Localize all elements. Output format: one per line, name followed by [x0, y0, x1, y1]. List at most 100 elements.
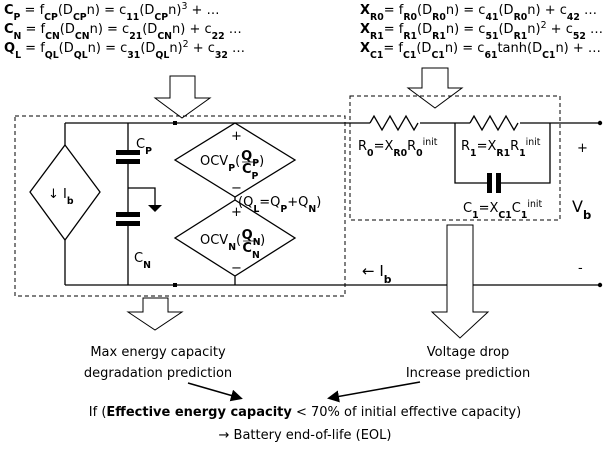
text-run: 32 — [215, 50, 228, 61]
text-run: P — [251, 171, 258, 182]
resistor — [469, 114, 519, 132]
text-run: init — [423, 137, 438, 148]
text-run: 2 — [183, 39, 189, 50]
text-run: … — [586, 22, 603, 37]
wire — [454, 123, 551, 184]
text-run: C — [136, 137, 145, 152]
text-run: R — [407, 139, 416, 154]
text-run: C1 — [431, 50, 444, 61]
text-run: (D — [139, 3, 154, 18]
text-run: b — [67, 196, 74, 207]
text-run: N — [252, 250, 260, 261]
text-run: 0 — [367, 148, 374, 159]
text-run: n) — [169, 41, 182, 56]
text-run: R0 — [393, 148, 407, 159]
text-run: V — [572, 197, 583, 216]
text-run: b — [384, 273, 392, 286]
arrow — [126, 297, 184, 331]
text-run: 1 — [472, 210, 479, 221]
text-run: C — [242, 241, 252, 256]
equation: CP = fCP(DCPn) = c11(DCPn)3 + … — [4, 1, 220, 23]
text-run: P — [228, 163, 235, 174]
text-run: P — [280, 204, 287, 215]
text-run: n) — [527, 22, 540, 37]
text-run: (D — [417, 3, 432, 18]
text-run: (D — [498, 3, 513, 18]
ground — [148, 205, 162, 212]
text-run: P — [14, 12, 21, 23]
label: + — [577, 141, 588, 156]
label: C1=XC1C1init — [463, 199, 542, 221]
denominator: CN — [242, 241, 259, 261]
text-run: (Q — [238, 195, 253, 210]
ocv-text: ) — [259, 154, 264, 169]
text-run: 42 — [567, 12, 580, 23]
denominator: CP — [242, 162, 259, 182]
text-run: C1 — [542, 50, 555, 61]
text-run: C — [134, 251, 143, 266]
text-run: CN — [45, 31, 60, 42]
capacitor-plate — [116, 221, 140, 226]
arrow — [187, 382, 243, 402]
text-run: Q — [242, 228, 253, 243]
text-run: CP — [154, 12, 168, 23]
current-source — [29, 143, 101, 242]
text-run: Q — [4, 41, 15, 56]
equation: CN = fCN(DCNn) = c21(DCNn) + c22 … — [4, 22, 242, 42]
capacitor-plate — [116, 150, 140, 155]
text-run: (D — [416, 41, 431, 56]
ocv-text: OCVN( — [200, 233, 241, 253]
text-run: n) = c — [90, 22, 130, 37]
equation: XR1= fR1(DR1n) = c51(DR1n)2 + c52 … — [360, 20, 603, 42]
ocv-text: OCVP( — [200, 154, 240, 174]
equation: XR0= fR0(DR0n) = c41(DR0n) + c42 … — [360, 3, 597, 23]
numerator: QP — [241, 149, 259, 169]
text-run: = f — [384, 3, 404, 18]
capacitor-plate — [487, 173, 492, 193]
text-run: L — [253, 204, 259, 215]
text-run: 3 — [181, 1, 187, 12]
arrow — [406, 67, 464, 109]
text-run: 41 — [485, 12, 498, 23]
arrow — [153, 75, 212, 119]
text-run: (D — [58, 3, 73, 18]
label: - — [578, 261, 583, 276]
text-run: 11 — [126, 12, 139, 23]
node — [173, 283, 177, 287]
text-run: 1 — [470, 148, 477, 159]
capacitor-plate — [496, 173, 501, 193]
text-run: 1 — [519, 148, 526, 159]
text-run: + c — [547, 22, 573, 37]
text-run: … — [228, 41, 245, 56]
text-run: C — [4, 3, 14, 18]
label: − — [231, 181, 242, 196]
node — [173, 121, 177, 125]
text-run: C1 — [498, 210, 511, 221]
capacitor-plate — [116, 159, 140, 164]
conclusion: → Battery end-of-life (EOL) — [219, 428, 392, 443]
text-run: QL — [45, 50, 59, 61]
label: ← Ib — [362, 262, 392, 286]
text-run: 31 — [127, 50, 140, 61]
text-run: =X — [479, 201, 499, 216]
text-run: = f — [384, 22, 404, 37]
capacitor-plate — [116, 212, 140, 217]
text-run: (D — [142, 22, 157, 37]
output-text: degradation prediction — [84, 366, 232, 381]
text-run: X — [360, 41, 370, 56]
label: + — [231, 205, 242, 220]
text-run: N — [143, 260, 151, 271]
text-run: R1 — [496, 148, 510, 159]
text-run: +Q — [287, 195, 308, 210]
text-run: X — [360, 3, 370, 18]
text-run: ← I — [362, 262, 384, 280]
text-run: (D — [60, 22, 75, 37]
text-run: (D — [140, 41, 155, 56]
label: (QL=QP+QN) — [238, 195, 321, 215]
text-run: N — [228, 242, 236, 253]
text-run: C — [4, 22, 14, 37]
text-run: C — [463, 201, 472, 216]
label: CP — [136, 137, 152, 157]
